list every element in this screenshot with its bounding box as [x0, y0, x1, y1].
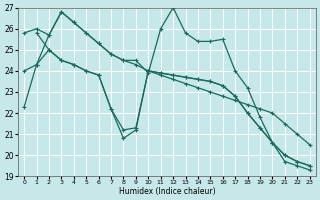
X-axis label: Humidex (Indice chaleur): Humidex (Indice chaleur) — [119, 187, 215, 196]
